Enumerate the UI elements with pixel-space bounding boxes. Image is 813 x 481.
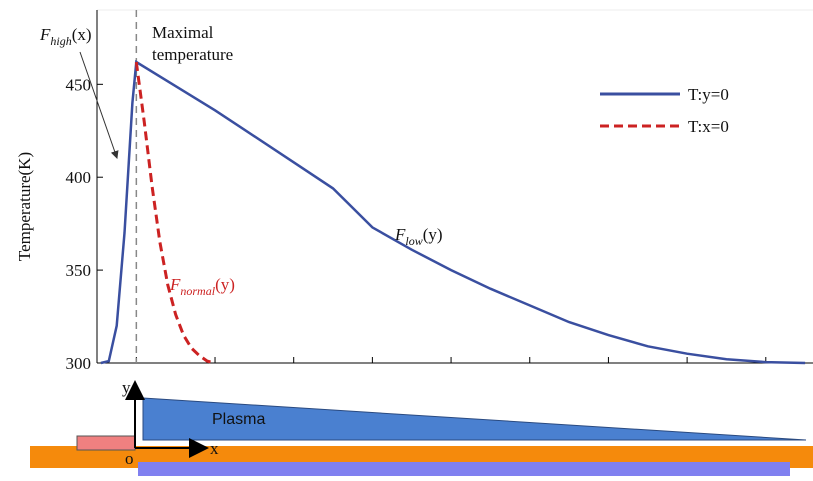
max-temp-label: Maximal bbox=[152, 23, 214, 42]
plasma-label: Plasma bbox=[212, 411, 265, 428]
origin-label: o bbox=[125, 449, 134, 468]
plot: 300 350 400 450 Temperature(K) T:y=0 T:x=0 Maxi… bbox=[15, 9, 813, 373]
electrode bbox=[138, 462, 790, 476]
legend-label: T:y=0 bbox=[688, 85, 729, 104]
annotation-arrow bbox=[79, 51, 119, 159]
axis-y-label: y bbox=[122, 378, 131, 397]
plasma-shape bbox=[142, 397, 807, 441]
legend-label: T:x=0 bbox=[688, 117, 729, 136]
annotation: Fnormal(y) bbox=[169, 275, 235, 298]
y-tick-label: 450 bbox=[66, 75, 92, 94]
annotation-base: F bbox=[169, 275, 181, 294]
annotation-base: F bbox=[39, 25, 51, 44]
annotation-sub: normal bbox=[180, 284, 215, 298]
diagram: y o x Plasma bbox=[30, 378, 813, 476]
annotation: Flow(y) bbox=[394, 225, 443, 248]
pink-block bbox=[76, 435, 136, 451]
line bbox=[134, 61, 216, 365]
annotation-sub: high bbox=[50, 34, 71, 48]
annotation-sub: low bbox=[405, 234, 422, 248]
annotation-rest: (y) bbox=[215, 275, 235, 294]
annotation-rest: (x) bbox=[72, 25, 92, 44]
annotation-rest: (y) bbox=[423, 225, 443, 244]
line bbox=[100, 59, 806, 365]
annotation: Fhigh(x) bbox=[39, 25, 92, 48]
y-tick-label: 400 bbox=[66, 168, 92, 187]
y-tick-label: 300 bbox=[66, 354, 92, 373]
y-axis-title: Temperature(K) bbox=[15, 152, 34, 261]
max-temp-label: temperature bbox=[152, 45, 233, 64]
annotation-base: F bbox=[394, 225, 406, 244]
axis-x-label: x bbox=[210, 439, 219, 458]
y-tick-label: 350 bbox=[66, 261, 92, 280]
